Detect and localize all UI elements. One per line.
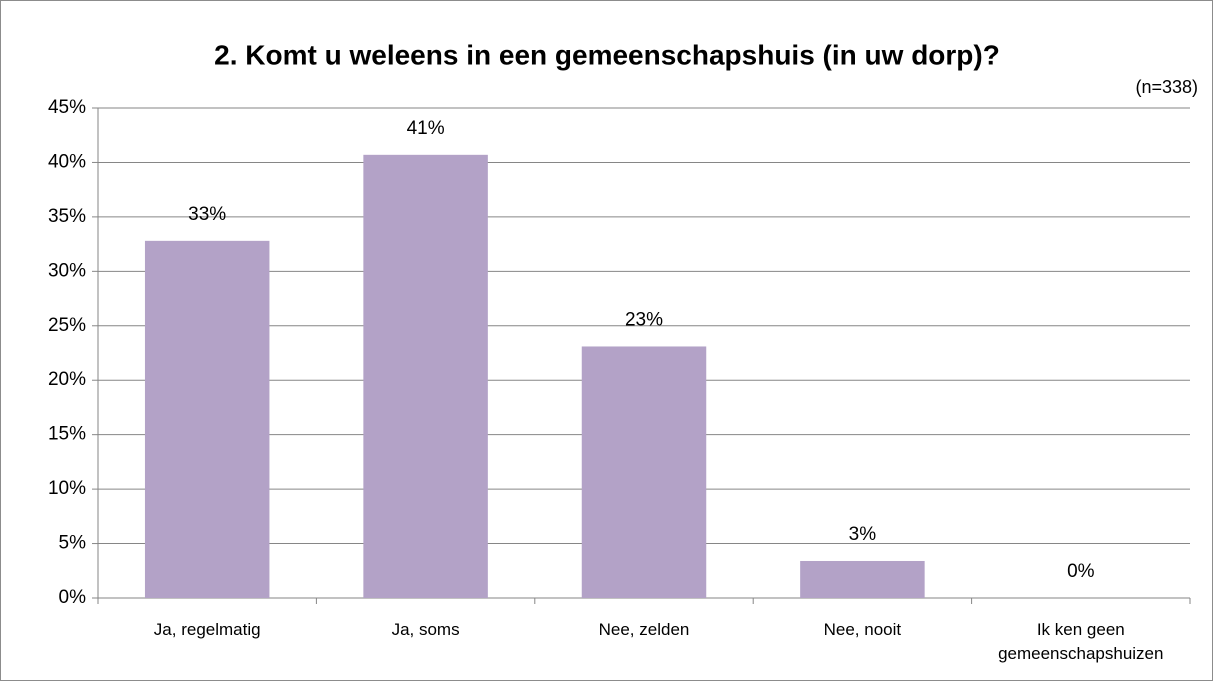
bar bbox=[800, 560, 925, 598]
bar bbox=[581, 346, 707, 598]
chart-title: 2. Komt u weleens in een gemeenschapshui… bbox=[214, 39, 1000, 70]
chart-subtitle: (n=338) bbox=[1135, 77, 1198, 97]
y-tick-label: 35% bbox=[48, 206, 86, 227]
y-tick-label: 15% bbox=[48, 424, 86, 445]
data-label: 33% bbox=[188, 204, 226, 225]
y-tick-label: 20% bbox=[48, 369, 86, 390]
y-tick-label: 25% bbox=[48, 315, 86, 336]
data-label: 0% bbox=[1067, 561, 1095, 582]
y-tick-label: 45% bbox=[48, 97, 86, 118]
x-tick-label: Ja, soms bbox=[391, 620, 460, 639]
data-label: 3% bbox=[849, 524, 877, 545]
data-label: 41% bbox=[407, 118, 445, 139]
x-tick-label: Nee, nooit bbox=[823, 620, 902, 639]
data-label: 23% bbox=[625, 309, 663, 330]
y-tick-label: 30% bbox=[48, 260, 86, 281]
bar bbox=[363, 154, 488, 599]
y-tick-label: 0% bbox=[59, 587, 87, 608]
x-tick-label: Nee, zelden bbox=[598, 620, 690, 639]
bar bbox=[144, 240, 270, 598]
y-tick-label: 40% bbox=[48, 151, 86, 172]
x-tick-label: Ja, regelmatig bbox=[153, 620, 261, 639]
y-tick-label: 5% bbox=[59, 533, 87, 554]
y-tick-label: 10% bbox=[48, 478, 86, 499]
x-tick-label: Ik ken geen gemeenschapshuizen bbox=[998, 620, 1164, 663]
